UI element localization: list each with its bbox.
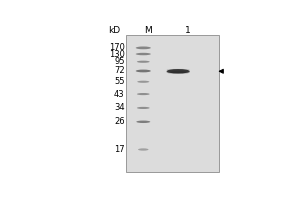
Ellipse shape xyxy=(136,70,151,72)
Text: 170: 170 xyxy=(109,43,125,52)
Text: M: M xyxy=(144,26,152,35)
Text: 95: 95 xyxy=(114,57,125,66)
Text: 43: 43 xyxy=(114,90,125,99)
Text: 55: 55 xyxy=(114,77,125,86)
Text: 130: 130 xyxy=(109,50,125,59)
Ellipse shape xyxy=(136,53,151,55)
Text: 1: 1 xyxy=(184,26,190,35)
Ellipse shape xyxy=(167,69,190,73)
Ellipse shape xyxy=(167,71,190,74)
Ellipse shape xyxy=(137,81,149,83)
Ellipse shape xyxy=(136,121,150,123)
Ellipse shape xyxy=(137,93,150,95)
Text: 17: 17 xyxy=(114,145,125,154)
Ellipse shape xyxy=(167,69,190,71)
Ellipse shape xyxy=(138,148,148,151)
FancyBboxPatch shape xyxy=(126,35,219,172)
Ellipse shape xyxy=(137,61,150,63)
Ellipse shape xyxy=(136,46,151,49)
Text: 72: 72 xyxy=(114,66,125,75)
Text: kD: kD xyxy=(108,26,120,35)
Ellipse shape xyxy=(137,107,150,109)
Text: 26: 26 xyxy=(114,117,125,126)
Text: 34: 34 xyxy=(114,103,125,112)
